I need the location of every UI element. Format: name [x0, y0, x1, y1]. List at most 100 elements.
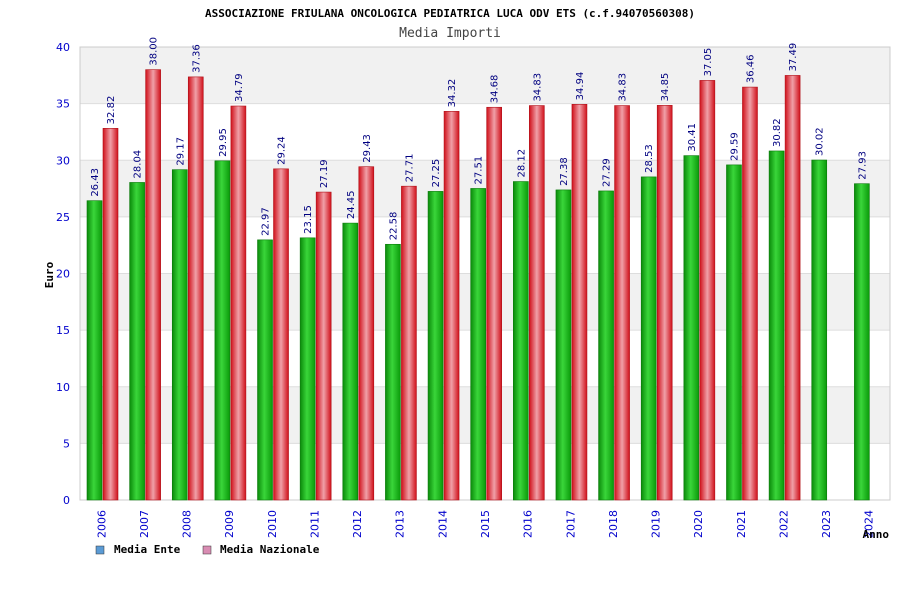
bar-media-ente	[214, 160, 231, 501]
data-label-media-ente: 30.41	[687, 123, 698, 152]
bar-media-nazionale	[742, 86, 758, 501]
bar-media-nazionale	[784, 75, 801, 501]
y-tick-label: 35	[56, 98, 70, 111]
x-axis-label: Anno	[863, 528, 890, 541]
y-tick-label: 5	[63, 437, 70, 450]
x-tick-label: 2024	[863, 510, 876, 538]
data-label-media-ente: 29.17	[175, 137, 186, 166]
bar-media-ente	[171, 169, 188, 501]
bar-media-nazionale	[145, 69, 161, 501]
y-axis-ticks: 0 5 10 15 20 25 30 35 40	[56, 41, 70, 507]
data-label-media-ente: 27.93	[857, 151, 868, 180]
data-labels: 26.43 32.82 28.04 38.00 29.17 37.36 29.95 34.79…	[90, 37, 868, 240]
legend-swatch-media-ente	[95, 545, 105, 555]
data-label-media-ente: 24.45	[346, 190, 357, 219]
y-tick-label: 15	[56, 324, 70, 337]
data-label-media-nazionale: 34.85	[660, 73, 671, 102]
bars	[86, 69, 870, 501]
data-label-media-ente: 28.53	[644, 144, 655, 173]
data-label-media-ente: 27.51	[474, 156, 485, 185]
legend: Media Ente Media Nazionale	[95, 543, 320, 556]
data-label-media-ente: 23.15	[303, 205, 314, 234]
bar-media-ente	[129, 182, 145, 501]
bar-media-ente	[299, 237, 316, 501]
x-tick-label: 2017	[564, 510, 577, 538]
chart-title: ASSOCIAZIONE FRIULANA ONCOLOGICA PEDIATR…	[205, 7, 695, 20]
y-axis-label: Euro	[43, 261, 56, 288]
data-label-media-nazionale: 29.43	[362, 134, 373, 163]
x-tick-label: 2013	[394, 510, 407, 538]
y-tick-label: 40	[56, 41, 70, 54]
x-tick-label: 2009	[223, 510, 236, 538]
data-label-media-nazionale: 34.68	[490, 75, 501, 104]
bar-media-nazionale	[614, 105, 630, 501]
bar-media-nazionale	[443, 111, 460, 501]
x-tick-label: 2022	[777, 510, 790, 538]
bar-media-ente	[768, 150, 785, 501]
data-label-media-ente: 22.97	[261, 207, 272, 236]
data-label-media-ente: 27.25	[431, 159, 442, 188]
data-label-media-ente: 30.02	[815, 127, 826, 156]
data-label-media-nazionale: 29.24	[277, 136, 288, 165]
x-tick-label: 2006	[95, 510, 108, 538]
bar-media-ente	[470, 188, 486, 501]
y-tick-label: 25	[56, 211, 70, 224]
bar-media-nazionale	[656, 105, 673, 501]
x-tick-label: 2010	[266, 510, 279, 538]
bar-media-ente	[427, 191, 444, 501]
data-label-media-nazionale: 34.32	[447, 79, 458, 108]
data-label-media-nazionale: 37.05	[703, 48, 714, 77]
chart-subtitle: Media Importi	[399, 26, 501, 41]
bar-media-nazionale	[486, 106, 502, 501]
y-tick-label: 30	[56, 154, 70, 167]
x-tick-label: 2007	[138, 510, 151, 538]
bar-media-ente	[726, 164, 742, 501]
data-label-media-nazionale: 37.49	[788, 43, 799, 72]
bar-media-ente	[86, 200, 103, 501]
legend-label-media-ente: Media Ente	[114, 543, 181, 556]
data-label-media-nazionale: 34.94	[575, 72, 586, 101]
x-tick-label: 2014	[436, 510, 449, 538]
bar-media-ente	[257, 239, 273, 501]
data-label-media-ente: 22.58	[388, 212, 399, 241]
data-label-media-nazionale: 27.71	[404, 154, 415, 183]
data-label-media-ente: 29.95	[218, 128, 229, 157]
bar-media-ente	[854, 183, 870, 501]
bar-media-nazionale	[102, 128, 119, 501]
data-label-media-ente: 27.38	[559, 157, 570, 186]
data-label-media-ente: 26.43	[90, 168, 101, 197]
data-label-media-ente: 30.82	[772, 118, 783, 147]
bar-media-nazionale	[571, 104, 588, 501]
bar-media-nazionale	[358, 166, 375, 501]
x-tick-label: 2016	[522, 510, 535, 538]
bar-media-nazionale	[699, 80, 716, 501]
y-tick-label: 0	[63, 494, 70, 507]
bar-media-nazionale	[187, 76, 204, 501]
bar-media-ente	[513, 181, 529, 501]
x-tick-label: 2011	[308, 510, 321, 538]
data-label-media-nazionale: 38.00	[149, 37, 160, 66]
bar-media-ente	[555, 189, 572, 501]
bar-media-ente	[598, 190, 614, 501]
bar-media-nazionale	[230, 105, 247, 501]
data-label-media-nazionale: 34.83	[618, 73, 629, 102]
legend-label-media-nazionale: Media Nazionale	[220, 543, 320, 556]
data-label-media-nazionale: 36.46	[745, 54, 756, 83]
data-label-media-nazionale: 37.36	[191, 44, 202, 73]
bar-media-ente	[640, 176, 657, 501]
bar-media-nazionale	[315, 191, 332, 501]
x-tick-label: 2020	[692, 510, 705, 538]
data-label-media-nazionale: 34.83	[532, 73, 543, 102]
legend-swatch-media-nazionale	[202, 545, 212, 555]
bar-media-ente	[683, 155, 700, 501]
data-label-media-nazionale: 27.19	[319, 159, 330, 188]
x-tick-label: 2021	[735, 510, 748, 538]
x-tick-label: 2008	[181, 510, 194, 538]
bar-media-ente	[811, 159, 828, 501]
bar-media-nazionale	[529, 105, 545, 501]
data-label-media-ente: 29.59	[729, 132, 740, 161]
data-label-media-ente: 27.29	[602, 158, 613, 187]
bar-media-ente	[385, 243, 401, 501]
data-label-media-ente: 28.12	[516, 149, 527, 178]
